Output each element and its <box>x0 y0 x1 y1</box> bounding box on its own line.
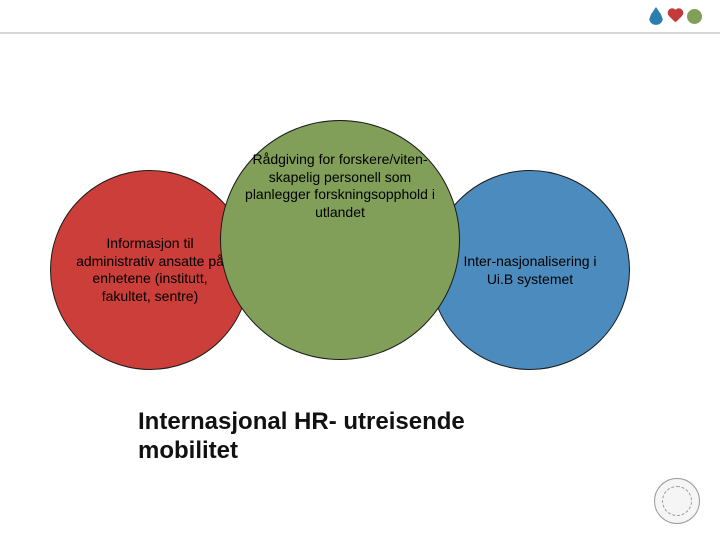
circle-red-text: Informasjon til administrativ ansatte på… <box>69 235 231 305</box>
page-title: Internasjonal HR- utreisende mobilitet <box>138 408 558 466</box>
uib-logo-inner <box>662 486 692 516</box>
circle-green: Rådgiving for forskere/viten-skapelig pe… <box>220 120 460 360</box>
circle-blue-text: Inter-nasjonalisering i Ui.B systemet <box>449 252 611 288</box>
circle-green-text: Rådgiving for forskere/viten-skapelig pe… <box>239 151 441 221</box>
circle-blue: Inter-nasjonalisering i Ui.B systemet <box>430 170 630 370</box>
uib-logo <box>654 478 700 524</box>
water-drop-icon <box>649 7 663 25</box>
venn-circles: Informasjon til administrativ ansatte på… <box>50 140 670 400</box>
circle-red: Informasjon til administrativ ansatte på… <box>50 170 250 370</box>
circle-icon <box>687 9 702 24</box>
top-bar <box>0 0 720 34</box>
heart-icon <box>667 9 683 23</box>
